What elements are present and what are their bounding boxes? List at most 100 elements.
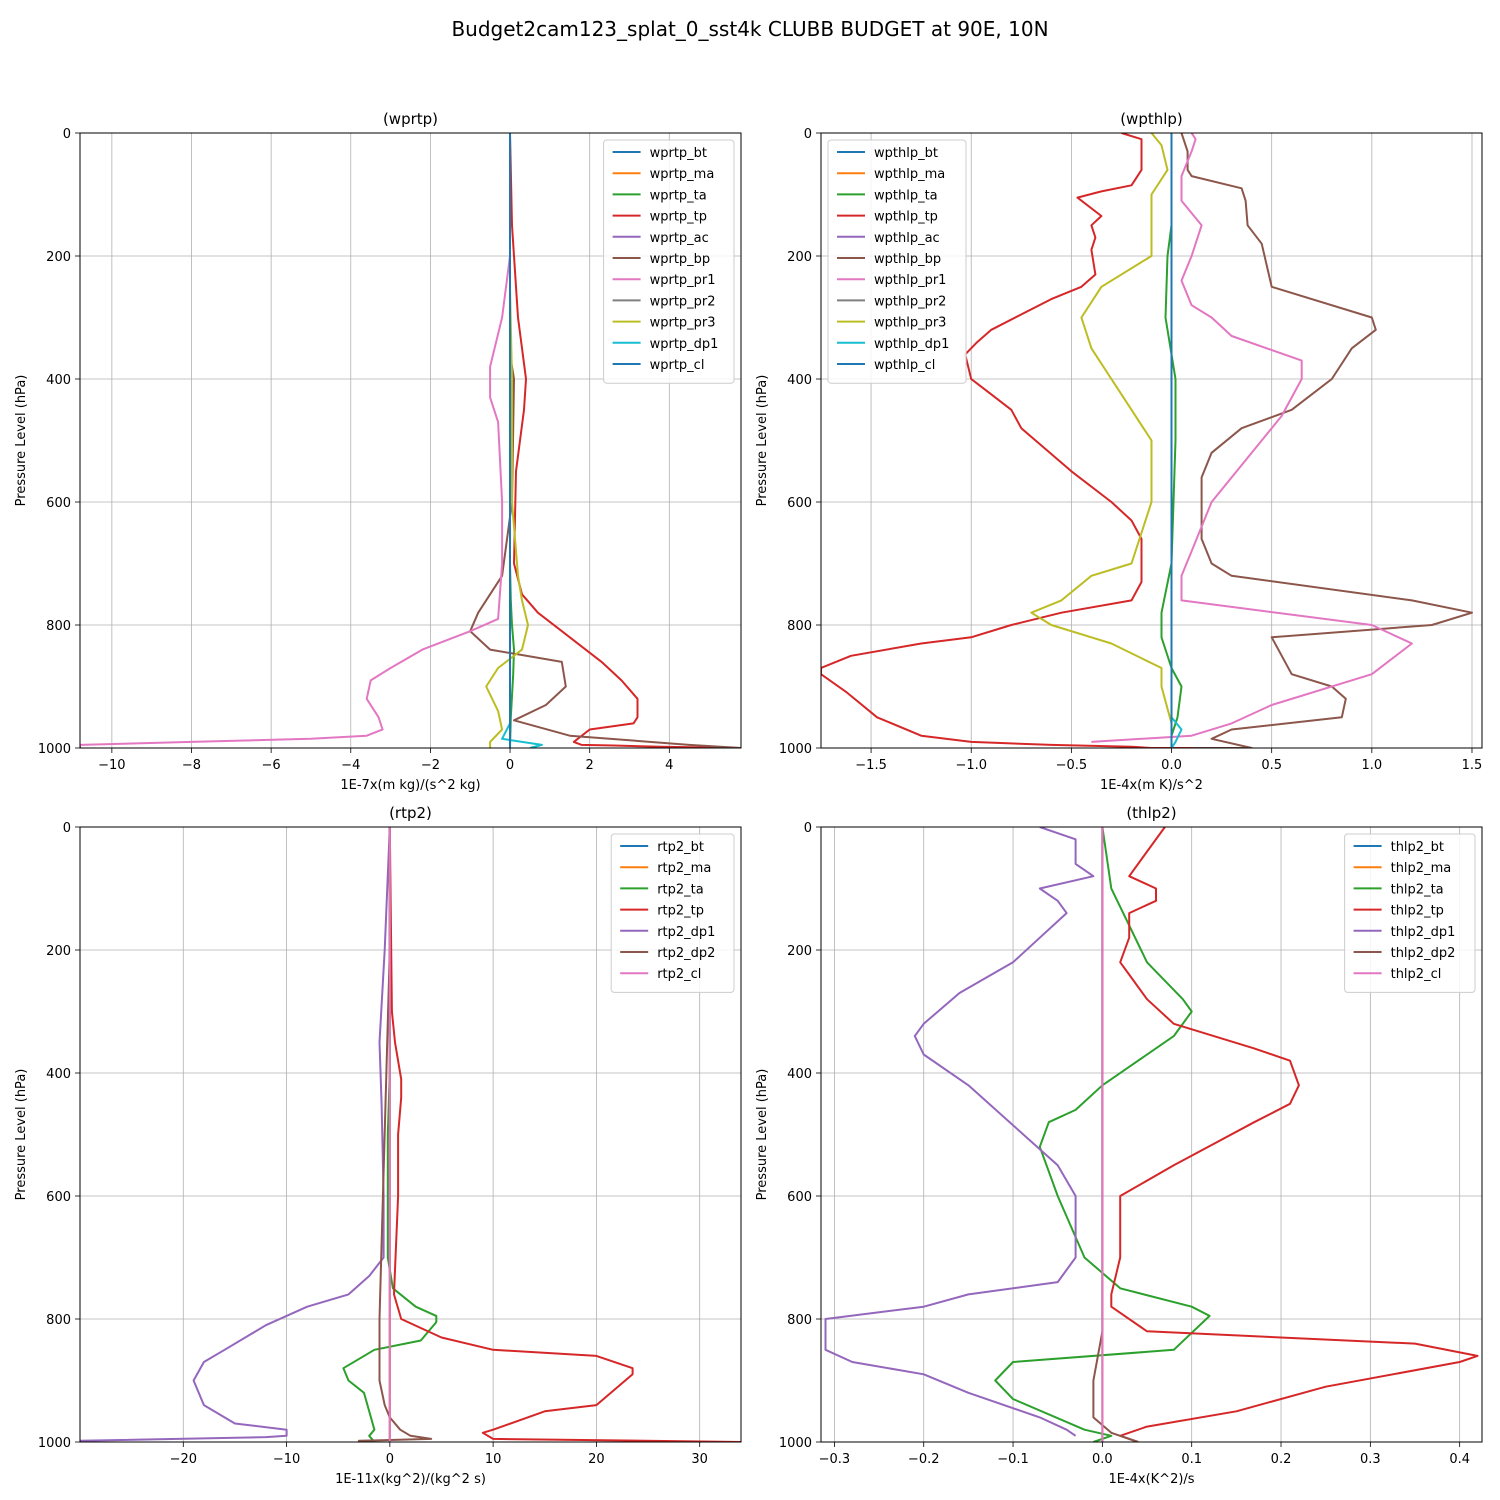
y-tick-label: 200 [46, 250, 71, 265]
x-tick-label: −8 [182, 758, 201, 773]
x-tick-label: −20 [170, 1452, 197, 1467]
panel-2: −20 −10 0 10 20 30 0 200 400 600 800 1000 (rtp2) 1E-1… [14, 804, 742, 1487]
legend-label: wpthlp_cl [874, 358, 935, 373]
legend-label: thlp2_ma [1391, 861, 1452, 876]
panel-title: (rtp2) [389, 804, 432, 822]
series-line-thlp2_ta [994, 827, 1211, 1442]
series-line-rtp2_ta [342, 827, 438, 1442]
series-line-wpthlp_bp [1180, 133, 1473, 748]
y-tick-label: 800 [46, 1313, 71, 1328]
legend-label: wprtp_tp [650, 210, 707, 225]
legend: wpthlp_bt wpthlp_ma wpthlp_ta wpthlp_tpwpth… [827, 139, 967, 384]
y-tick-label: 1000 [779, 1436, 812, 1451]
y-tick-label: 0 [804, 821, 812, 836]
y-tick-label: 0 [63, 821, 71, 836]
y-tick-label: 400 [787, 1067, 812, 1082]
legend-label: rtp2_ma [657, 861, 711, 876]
x-axis-label: 1E-4x(m K)/s^2 [1100, 778, 1203, 793]
y-tick-label: 600 [46, 496, 71, 511]
legend-label: wprtp_dp1 [650, 337, 719, 352]
x-axis-label: 1E-7x(m kg)/(s^2 kg) [340, 778, 480, 793]
series-line-wpthlp_tp [821, 133, 1192, 748]
y-tick-label: 600 [787, 1190, 812, 1205]
axes-frame [820, 826, 1483, 1443]
x-tick-label: −10 [273, 1452, 300, 1467]
legend-label: wprtp_ta [650, 188, 707, 203]
series-line-wprtp_pr1 [80, 133, 511, 748]
legend-label: thlp2_ta [1391, 882, 1444, 897]
panel-title: (wprtp) [383, 110, 438, 128]
legend-label: wpthlp_ac [874, 231, 940, 246]
y-tick-label: 0 [804, 127, 812, 142]
legend-label: thlp2_cl [1391, 967, 1442, 982]
legend-label: thlp2_bt [1391, 840, 1444, 855]
x-tick-label: −6 [262, 758, 281, 773]
series-group [80, 133, 741, 748]
x-tick-label: 0.1 [1181, 1452, 1202, 1467]
y-tick-label: 0 [63, 127, 71, 142]
panel-1: −1.5 −1.0 −0.5 0.0 0.5 1.0 1.5 0 200 400 600 800 100… [755, 110, 1483, 793]
y-tick-label: 1000 [38, 1436, 71, 1451]
panel-title: (thlp2) [1126, 804, 1176, 822]
series-group [821, 133, 1473, 748]
legend-label: rtp2_ta [657, 882, 704, 897]
legend-label: wprtp_bp [650, 252, 711, 267]
series-line-wpthlp_ta [1160, 133, 1183, 748]
legend-label: rtp2_dp2 [657, 946, 715, 961]
legend-label: rtp2_cl [657, 967, 701, 982]
y-tick-label: 800 [787, 619, 812, 634]
y-tick-label: 800 [46, 619, 71, 634]
x-tick-label: 30 [691, 1452, 708, 1467]
y-tick-label: 200 [787, 944, 812, 959]
legend: rtp2_bt rtp2_ma rtp2_ta rtp2_tp rtp2_dp1 rtp2… [610, 833, 735, 993]
series-line-thlp2_tp [1110, 827, 1479, 1442]
legend-label: wpthlp_ma [874, 167, 945, 182]
y-tick-label: 800 [787, 1313, 812, 1328]
y-tick-label: 1000 [38, 742, 71, 757]
legend-label: wpthlp_bt [874, 146, 938, 161]
y-tick-label: 200 [46, 944, 71, 959]
y-axis-label: Pressure Level (hPa) [14, 1069, 29, 1201]
y-tick-label: 1000 [779, 742, 812, 757]
series-group [80, 827, 741, 1442]
figure-title: Budget2cam123_splat_0_sst4k CLUBB BUDGET… [451, 17, 1048, 41]
series-line-wprtp_pr3 [485, 133, 529, 748]
legend-label: wpthlp_tp [874, 210, 938, 225]
x-tick-label: −2 [421, 758, 440, 773]
legend-label: rtp2_tp [657, 904, 704, 919]
x-tick-label: 20 [588, 1452, 605, 1467]
panel-3: −0.3 −0.2 −0.1 0.0 0.1 0.2 0.3 0.4 0 200 400 600 800… [755, 804, 1483, 1487]
axes-frame [820, 132, 1483, 749]
x-tick-label: −0.2 [908, 1452, 940, 1467]
x-tick-label: 0.2 [1271, 1452, 1292, 1467]
series-line-wprtp_tp [509, 133, 741, 748]
y-axis-label: Pressure Level (hPa) [755, 1069, 770, 1201]
axes-frame [79, 132, 742, 749]
x-tick-label: 0.4 [1449, 1452, 1470, 1467]
x-tick-label: 1.5 [1462, 758, 1483, 773]
legend-label: thlp2_dp2 [1391, 946, 1456, 961]
x-axis-label: 1E-4x(K^2)/s [1108, 1472, 1194, 1487]
legend-label: wpthlp_bp [874, 252, 941, 267]
legend: thlp2_bt thlp2_ma thlp2_ta thlp2_tp thlp2_dp… [1344, 833, 1476, 993]
y-tick-label: 600 [787, 496, 812, 511]
x-tick-label: 2 [586, 758, 594, 773]
legend-label: wprtp_cl [650, 358, 705, 373]
x-tick-label: 0.0 [1092, 1452, 1113, 1467]
x-tick-label: −0.3 [819, 1452, 851, 1467]
grid [816, 826, 1482, 1447]
legend-label: wprtp_ma [650, 167, 715, 182]
x-tick-label: 4 [665, 758, 673, 773]
x-tick-label: −1.5 [855, 758, 887, 773]
x-tick-label: 0.0 [1161, 758, 1182, 773]
panel-title: (wpthlp) [1120, 110, 1183, 128]
x-tick-label: 0 [506, 758, 514, 773]
legend-label: thlp2_dp1 [1391, 925, 1456, 940]
x-tick-label: 1.0 [1361, 758, 1382, 773]
legend-label: wprtp_pr1 [650, 273, 716, 288]
x-tick-label: −1.0 [955, 758, 987, 773]
legend-label: wpthlp_ta [874, 188, 938, 203]
y-tick-label: 400 [46, 373, 71, 388]
